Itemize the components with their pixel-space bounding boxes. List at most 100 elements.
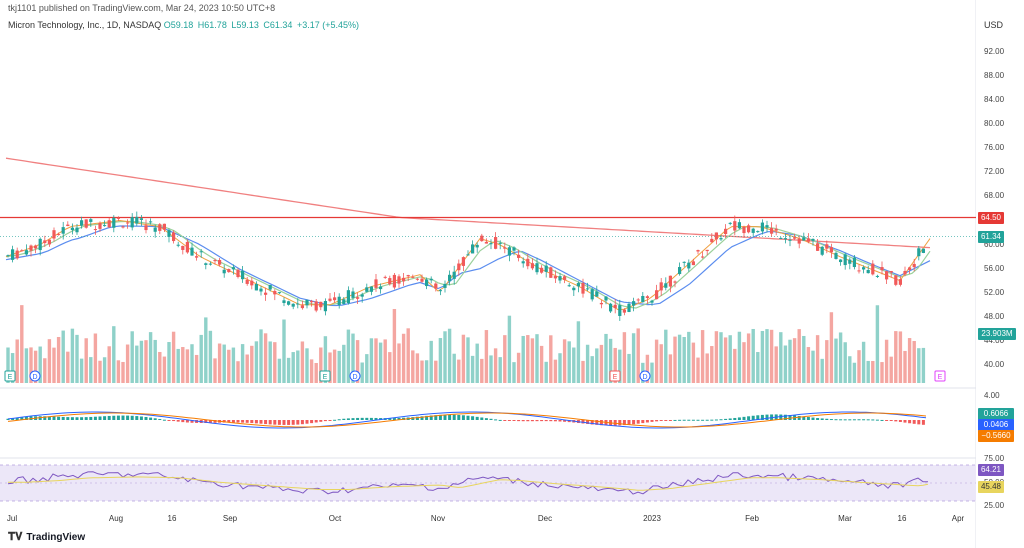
macd-histogram-bar xyxy=(765,414,769,420)
candle-body xyxy=(379,286,383,290)
macd-histogram-bar xyxy=(816,418,820,420)
volume-bar xyxy=(447,328,452,383)
volume-bar xyxy=(6,347,10,383)
candle-body xyxy=(268,284,272,290)
macd-histogram-bar xyxy=(466,415,470,420)
macd-histogram-bar xyxy=(843,419,847,421)
candle-body xyxy=(563,276,567,280)
candle-body xyxy=(185,241,189,253)
candle-body xyxy=(130,217,134,228)
candle-body xyxy=(300,305,304,309)
macd-histogram-bar xyxy=(273,420,277,425)
rsi-line xyxy=(7,471,928,495)
macd-histogram-bar xyxy=(705,419,709,421)
volume-bar xyxy=(631,333,636,383)
volume-bar xyxy=(829,312,834,383)
volume-bar xyxy=(411,350,415,383)
time-axis[interactable]: Jul Aug 16 Sep Oct Nov Dec 2023 Feb Mar 16 Apr xyxy=(0,514,976,528)
candle-body xyxy=(793,237,797,239)
macd-histogram-bar xyxy=(724,418,728,420)
candle-body xyxy=(328,298,332,301)
macd-histogram-bar xyxy=(227,420,231,423)
volume-bar xyxy=(240,344,245,383)
volume-bar xyxy=(710,346,714,383)
volume-bar xyxy=(378,342,383,383)
candle-body xyxy=(622,309,626,313)
volume-bar xyxy=(438,338,443,383)
volume-bar xyxy=(815,335,820,383)
candle-body xyxy=(530,263,534,269)
macd-histogram-bar xyxy=(47,416,51,420)
macd-histogram-bar xyxy=(912,420,916,424)
volume-bar xyxy=(705,353,709,383)
candle-body xyxy=(521,261,525,264)
candle-body xyxy=(783,238,787,240)
candle-body xyxy=(158,224,162,231)
candle-body xyxy=(710,238,714,243)
macd-histogram-bar xyxy=(719,419,723,421)
candle-body xyxy=(411,276,415,278)
candle-body xyxy=(89,219,93,222)
candle-body xyxy=(526,258,530,267)
macd-histogram-bar xyxy=(158,418,162,420)
volume-bar xyxy=(677,334,682,383)
macd-histogram-bar xyxy=(153,418,157,420)
volume-bar xyxy=(213,358,217,383)
earnings-marker-icon xyxy=(319,370,331,382)
earnings-marker-icon xyxy=(4,370,16,382)
macd-histogram-bar xyxy=(636,420,640,424)
volume-bar xyxy=(401,333,406,383)
candle-body xyxy=(213,260,217,262)
candle-body xyxy=(857,270,861,272)
volume-bar xyxy=(461,334,466,383)
candle-body xyxy=(57,234,61,236)
volume-bar xyxy=(415,353,420,383)
volume-bar xyxy=(130,331,134,383)
macd-histogram-bar xyxy=(103,416,107,420)
volume-bar xyxy=(397,343,401,383)
volume-bar xyxy=(751,328,755,383)
candle-body xyxy=(645,296,649,299)
candle-body xyxy=(599,302,603,305)
volume-bar xyxy=(208,330,213,383)
macd-histogram-bar xyxy=(889,420,893,421)
candle-body xyxy=(875,275,879,277)
candle-body xyxy=(231,267,235,270)
volume-bar xyxy=(273,342,277,383)
macd-histogram-bar xyxy=(236,420,240,423)
volume-bar xyxy=(691,342,696,383)
candle-body xyxy=(448,274,452,282)
macd-histogram-bar xyxy=(618,420,622,426)
volume-bar xyxy=(567,341,571,383)
volume-bar xyxy=(167,342,171,383)
volume-bar xyxy=(107,346,111,383)
macd-histogram-bar xyxy=(783,414,787,420)
macd-histogram-bar xyxy=(480,417,484,420)
candle-body xyxy=(305,299,309,306)
volume-bar xyxy=(29,347,33,383)
candle-body xyxy=(576,283,580,287)
candle-body xyxy=(687,262,691,269)
volume-bar xyxy=(282,319,286,383)
candle-body xyxy=(480,235,484,242)
time-tick: Nov xyxy=(430,514,446,523)
candle-body xyxy=(356,297,360,299)
volume-bar xyxy=(489,355,493,383)
volume-bar xyxy=(61,330,65,383)
macd-histogram-bar xyxy=(875,419,879,421)
candle-body xyxy=(190,247,194,256)
volume-bar xyxy=(424,360,429,383)
volume-bar xyxy=(553,359,558,383)
candle-body xyxy=(659,282,663,291)
symbol-name[interactable]: Micron Technology, Inc., 1D, NASDAQ xyxy=(8,20,162,30)
macd-histogram-bar xyxy=(75,417,79,420)
candle-body xyxy=(236,269,240,278)
volume-bar xyxy=(645,354,650,383)
macd-histogram-bar xyxy=(779,414,783,420)
candle-body xyxy=(737,222,741,229)
macd-histogram-bar xyxy=(52,416,56,420)
volume-bar xyxy=(346,329,351,383)
candle-body xyxy=(310,301,314,303)
earnings-marker-icon xyxy=(609,370,621,382)
